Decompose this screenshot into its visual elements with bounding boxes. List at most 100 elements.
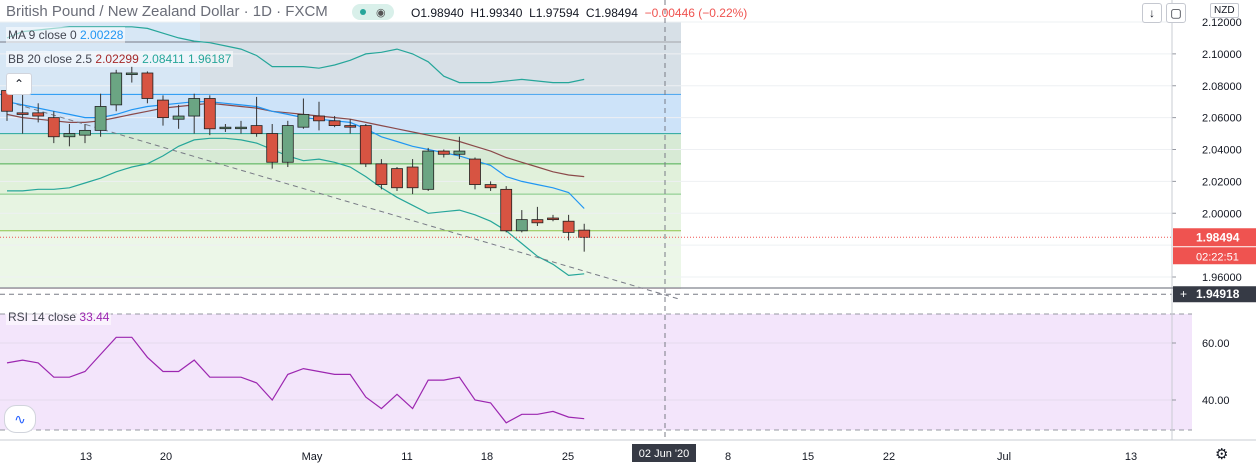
candle-down xyxy=(266,133,279,163)
rsi-pane xyxy=(0,313,1192,431)
candle-down xyxy=(359,125,372,165)
ohlc-values: O1.98940 H1.99340 L1.97594 C1.98494 −0.0… xyxy=(411,6,747,20)
candle-down xyxy=(562,220,575,233)
candle-down xyxy=(344,125,357,128)
candle-down xyxy=(391,168,403,189)
bb-upper-line xyxy=(6,26,585,84)
crosshair-date-label: 02 Jun '20 xyxy=(639,448,689,460)
date-tick-label: 11 xyxy=(401,451,412,463)
crosshair-date-badge xyxy=(632,444,696,462)
eye-icon[interactable]: ◉ xyxy=(376,7,386,19)
candle-down xyxy=(203,98,216,130)
symbol-title[interactable]: British Pound / New Zealand Dollar · 1D … xyxy=(6,3,328,20)
candle-up xyxy=(281,125,294,163)
price-tick-label: 2.04000 xyxy=(1202,145,1242,157)
rsi-band-bg xyxy=(0,314,1192,430)
tradingview-logo-icon[interactable]: ∿ xyxy=(4,405,36,433)
date-tick-label: 15 xyxy=(802,451,814,463)
candle-down xyxy=(47,117,60,138)
date-tick-label: 13 xyxy=(80,451,92,463)
bb-upper-value: 2.02299 xyxy=(95,52,139,66)
price-tick-label: 2.08000 xyxy=(1202,81,1242,93)
candle-up xyxy=(235,126,247,130)
bb-lower-line xyxy=(7,137,585,277)
candle-up xyxy=(63,133,76,138)
chevron-up-icon[interactable]: ⌃ xyxy=(6,73,32,95)
candle-down xyxy=(32,112,45,117)
countdown-label: 02:22:51 xyxy=(1196,251,1239,263)
change-value: −0.00446 (−0.22%) xyxy=(644,6,748,20)
price-tick-label: 2.10000 xyxy=(1202,49,1242,61)
candle-down xyxy=(16,112,29,115)
fib-zone xyxy=(0,133,681,164)
maximize-icon[interactable]: ▢ xyxy=(1166,3,1186,23)
countdown-badge xyxy=(1173,247,1256,265)
candle-down xyxy=(531,219,544,224)
open-value: O1.98940 xyxy=(411,6,464,20)
price-tick-label: 2.06000 xyxy=(1202,113,1242,125)
candle-up xyxy=(188,98,201,117)
bb-legend[interactable]: BB 20 close 2.5 2.02299 2.08411 1.96187 xyxy=(6,51,234,67)
rsi-legend[interactable]: RSI 14 close 33.44 xyxy=(6,309,112,325)
candle-up xyxy=(422,150,435,190)
date-tick-label: May xyxy=(302,451,323,463)
date-tick-label: Jul xyxy=(997,451,1011,463)
candle-up xyxy=(297,114,310,128)
fib-zone xyxy=(0,163,681,195)
candle-down xyxy=(250,125,263,134)
candle-up xyxy=(172,115,185,120)
candle-down xyxy=(437,150,450,155)
rsi-tick-label: 60.00 xyxy=(1202,338,1230,350)
rsi-line xyxy=(6,336,585,424)
candle-down xyxy=(141,72,154,99)
candle-down xyxy=(547,217,559,221)
candle-down xyxy=(500,188,513,232)
ma-label: MA 9 close 0 xyxy=(8,28,77,42)
crosshair xyxy=(0,0,1172,440)
high-value: H1.99340 xyxy=(470,6,523,20)
fib-zone-gray xyxy=(200,22,681,95)
date-tick-label: 8 xyxy=(725,451,731,463)
market-status-pill[interactable]: ◉ xyxy=(352,4,394,20)
market-open-dot xyxy=(360,9,366,15)
candle-up xyxy=(110,72,123,106)
last-price-badge xyxy=(1173,228,1256,247)
bb-middle-value: 2.08411 xyxy=(142,52,185,66)
last-price-label: 1.98494 xyxy=(1196,230,1240,244)
date-tick-label: 20 xyxy=(160,451,172,463)
candle-down xyxy=(157,99,169,119)
date-tick-label: 22 xyxy=(883,451,895,463)
price-tick-label: 1.96000 xyxy=(1202,272,1242,284)
bb-lower-value: 1.96187 xyxy=(187,52,232,66)
arrow-down-icon[interactable]: ↓ xyxy=(1142,3,1162,23)
gear-icon[interactable]: ⚙ xyxy=(1215,446,1229,463)
currency-label[interactable]: NZD xyxy=(1210,3,1239,18)
date-tick-label: 25 xyxy=(562,451,574,463)
candle-up xyxy=(515,219,528,232)
candle-up xyxy=(453,150,466,155)
rsi-value: 33.44 xyxy=(79,310,110,324)
candle-down xyxy=(328,120,341,126)
candlestick-series xyxy=(0,66,1172,252)
ma-legend[interactable]: MA 9 close 0 2.00228 xyxy=(6,27,126,43)
rsi-label: RSI 14 close xyxy=(8,310,77,324)
candle-up xyxy=(219,126,232,130)
candle-up xyxy=(125,72,138,75)
crosshair-price-badge xyxy=(1173,286,1256,303)
crosshair-plus-icon: + xyxy=(1180,287,1187,301)
candle-down xyxy=(406,166,419,189)
low-value: L1.97594 xyxy=(529,6,580,20)
candle-down xyxy=(313,115,325,122)
candle-down xyxy=(469,158,481,185)
ma-value: 2.00228 xyxy=(80,28,124,42)
date-tick-label: 18 xyxy=(481,451,493,463)
candle-down xyxy=(375,163,388,185)
fib-zone xyxy=(0,230,681,289)
date-tick-label: 13 xyxy=(1125,451,1137,463)
close-value: C1.98494 xyxy=(585,6,638,20)
candle-down xyxy=(578,229,591,238)
candle-down xyxy=(484,184,497,189)
price-grid xyxy=(0,21,1172,278)
